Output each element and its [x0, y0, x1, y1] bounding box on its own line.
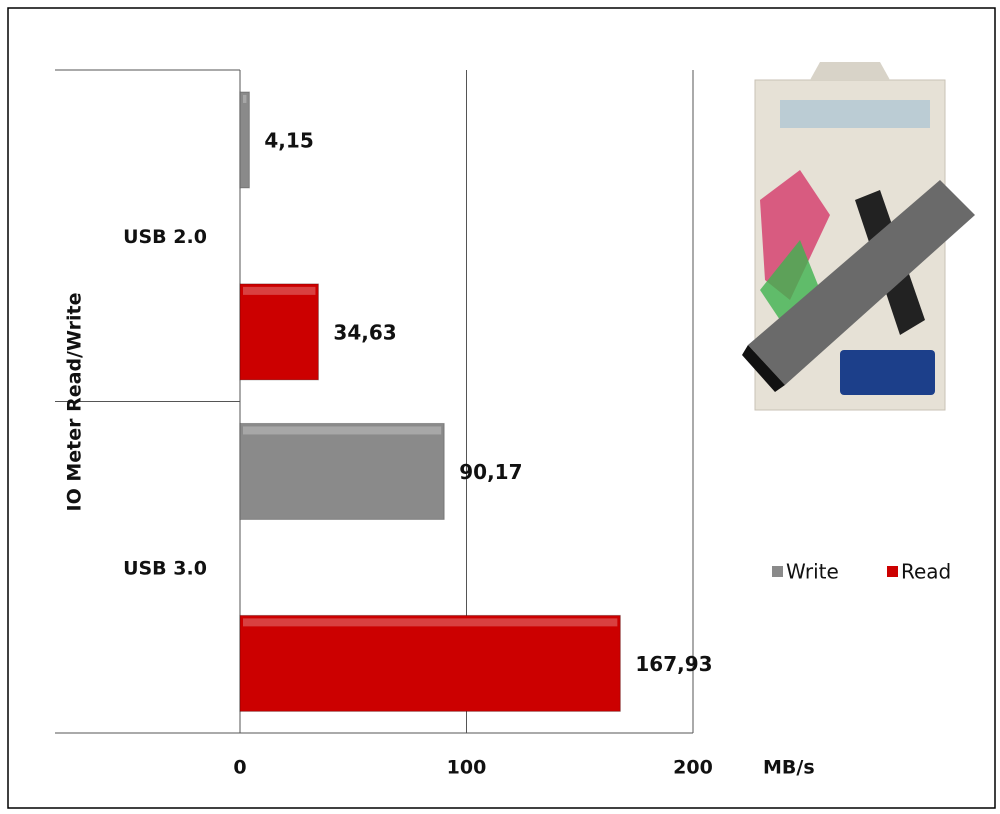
data-label: 167,93 [635, 652, 712, 676]
box-badge [840, 350, 935, 395]
y-tick-label: USB 3.0 [123, 557, 207, 579]
bar-highlight [243, 286, 316, 295]
y-tick-label: USB 2.0 [123, 226, 207, 248]
bar [239, 614, 621, 712]
box-label [780, 100, 930, 128]
drive [748, 180, 975, 385]
bar-highlight [243, 94, 247, 103]
x-tick-label: 0 [233, 757, 246, 779]
x-axis-label: MB/s [763, 757, 815, 779]
x-tick-label: 200 [673, 757, 713, 779]
bar [239, 91, 250, 189]
data-label: 34,63 [333, 320, 396, 344]
legend-label: Read [901, 560, 951, 584]
product-photo [742, 62, 975, 411]
data-label: 4,15 [264, 128, 313, 152]
legend-label: Write [786, 560, 839, 584]
bar [239, 422, 445, 520]
y-axis-label: IO Meter Read/Write [64, 293, 86, 512]
bar [239, 283, 319, 381]
bar-highlight [243, 618, 618, 627]
box-hanger [810, 62, 890, 80]
legend-swatch [772, 566, 783, 577]
x-tick-label: 100 [447, 757, 487, 779]
data-label: 90,17 [459, 460, 522, 484]
bird [760, 170, 830, 300]
drive-cap [742, 345, 785, 392]
bar-highlight [243, 426, 442, 435]
legend-swatch [887, 566, 898, 577]
